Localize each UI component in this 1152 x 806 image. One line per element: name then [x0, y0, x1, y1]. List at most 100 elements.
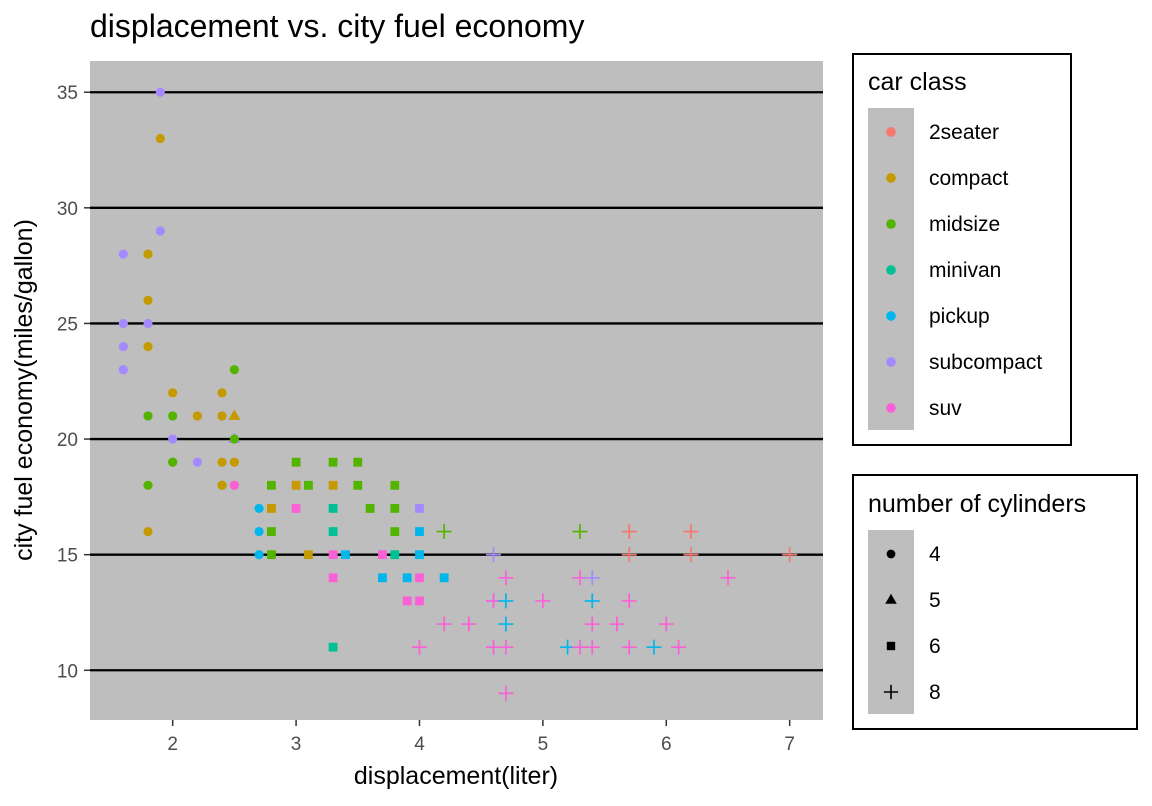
data-point — [229, 480, 239, 490]
data-point — [353, 457, 363, 467]
data-point — [415, 596, 424, 606]
legend-title: car class — [868, 68, 967, 96]
data-point — [390, 504, 400, 513]
data-point — [415, 527, 424, 536]
data-point — [328, 480, 338, 490]
data-point — [535, 593, 551, 609]
plot-panel — [90, 61, 823, 720]
x-tick-label: 5 — [538, 734, 549, 755]
y-tick-label: 10 — [57, 661, 78, 682]
data-point — [291, 480, 301, 490]
data-point — [621, 593, 637, 609]
data-point — [168, 388, 178, 398]
data-point — [168, 411, 178, 421]
x-tick-label: 4 — [414, 734, 425, 755]
data-point — [266, 527, 276, 536]
data-point — [118, 341, 128, 352]
data-point — [143, 411, 153, 421]
data-point — [584, 593, 600, 609]
data-point — [143, 249, 153, 259]
data-point — [155, 87, 165, 97]
data-point — [353, 480, 363, 490]
x-tick-label: 6 — [661, 734, 672, 755]
legend-key — [883, 684, 899, 700]
data-point — [118, 365, 128, 375]
data-point — [436, 524, 452, 540]
data-point — [461, 616, 477, 632]
data-point — [498, 685, 514, 701]
data-point — [584, 639, 600, 655]
legend-label: minivan — [929, 259, 1001, 282]
data-point — [436, 616, 452, 632]
data-point — [229, 457, 239, 467]
data-point — [621, 547, 637, 563]
legend-label: 6 — [929, 635, 941, 658]
x-tick-label: 3 — [291, 734, 302, 755]
data-point — [254, 550, 264, 560]
data-point — [143, 318, 153, 329]
grid-lines — [90, 91, 823, 672]
data-point — [291, 504, 301, 513]
data-point — [229, 434, 239, 444]
data-point — [572, 524, 588, 540]
legend-key — [886, 641, 896, 651]
data-point — [378, 573, 387, 583]
data-point — [217, 457, 227, 467]
y-axis-title: city fuel economy(miles/gallon) — [10, 219, 38, 561]
data-point — [486, 547, 502, 563]
data-point — [328, 457, 338, 467]
legend-label: midsize — [929, 213, 1000, 236]
data-point — [304, 550, 313, 560]
data-points — [118, 87, 798, 701]
chart-title: displacement vs. city fuel economy — [90, 8, 584, 44]
data-point — [498, 616, 514, 632]
data-point — [217, 388, 227, 398]
data-point — [415, 573, 424, 583]
data-point — [143, 526, 153, 537]
data-point — [609, 616, 625, 632]
data-point — [621, 524, 637, 540]
data-point — [155, 133, 165, 144]
data-point — [390, 550, 400, 560]
legend-label: 8 — [929, 681, 941, 704]
data-point — [415, 504, 424, 513]
data-point — [341, 550, 350, 560]
legend-label: suv — [929, 397, 962, 420]
data-point — [498, 593, 514, 609]
data-point — [782, 547, 798, 563]
data-point — [168, 457, 178, 467]
legend-label: compact — [929, 167, 1009, 190]
legend-key — [886, 127, 896, 137]
data-point — [498, 570, 514, 586]
data-point — [118, 249, 128, 259]
legend-key — [885, 593, 897, 604]
data-point — [217, 411, 227, 421]
data-point — [671, 639, 687, 655]
data-point — [229, 365, 239, 375]
data-point — [192, 411, 202, 421]
x-axis-title: displacement(liter) — [354, 762, 558, 790]
legend-label: pickup — [929, 305, 990, 328]
data-point — [228, 409, 241, 420]
data-point — [143, 480, 153, 490]
legend-car-class: car class 2seater compact midsize minivan pi… — [852, 53, 1072, 446]
data-point — [411, 639, 427, 655]
data-point — [658, 616, 674, 632]
y-tick-label: 15 — [57, 546, 78, 567]
data-point — [254, 526, 264, 537]
legend-key — [886, 549, 896, 559]
data-point — [266, 504, 276, 513]
data-point — [266, 550, 276, 560]
x-axis: 2 3 4 5 6 7 — [167, 720, 795, 755]
y-tick-label: 35 — [57, 83, 78, 104]
data-point — [390, 527, 400, 536]
data-point — [291, 457, 301, 467]
data-point — [365, 504, 375, 513]
legend-title: number of cylinders — [868, 490, 1086, 518]
data-point — [254, 503, 264, 514]
data-point — [168, 434, 178, 444]
data-point — [415, 550, 424, 560]
data-point — [720, 570, 736, 586]
legend-label: 5 — [929, 589, 941, 612]
